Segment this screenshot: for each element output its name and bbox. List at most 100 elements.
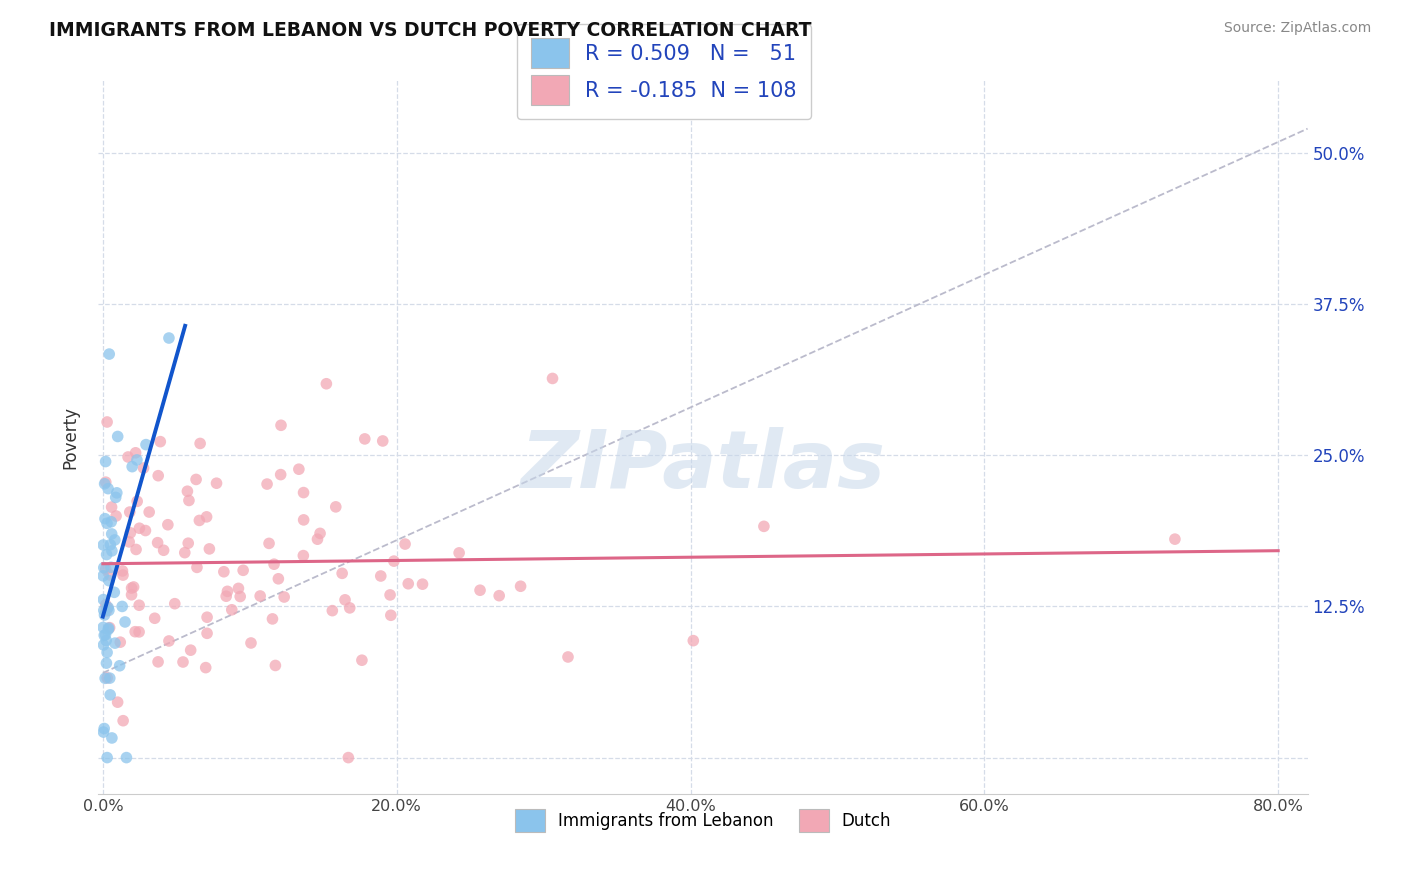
Point: [394, 537, 416, 551]
Point: [288, 462, 311, 476]
Point: [125, 542, 148, 557]
Point: [370, 569, 392, 583]
Point: [188, 436, 211, 450]
Point: [135, 437, 157, 451]
Point: [240, 636, 263, 650]
Point: [333, 592, 356, 607]
Point: [264, 658, 287, 673]
Point: [103, 585, 125, 599]
Point: [94, 598, 117, 612]
Point: [94, 562, 117, 576]
Point: [107, 429, 129, 443]
Point: [112, 714, 135, 728]
Point: [146, 655, 169, 669]
Point: [449, 546, 471, 560]
Point: [121, 459, 143, 474]
Point: [91, 620, 114, 634]
Point: [152, 543, 174, 558]
Point: [96, 604, 118, 618]
Point: [752, 519, 775, 533]
Point: [228, 582, 250, 596]
Point: [146, 535, 169, 549]
Point: [100, 515, 122, 529]
Point: [156, 517, 179, 532]
Point: [157, 634, 180, 648]
Point: [195, 509, 218, 524]
Point: [121, 581, 143, 595]
Point: [232, 563, 254, 577]
Point: [91, 538, 114, 552]
Point: [292, 549, 315, 563]
Point: [138, 505, 160, 519]
Point: [267, 572, 290, 586]
Point: [110, 635, 132, 649]
Point: [292, 513, 315, 527]
Point: [98, 671, 121, 685]
Point: [186, 560, 208, 574]
Point: [100, 527, 122, 541]
Point: [256, 477, 278, 491]
Point: [262, 612, 284, 626]
Point: [93, 560, 115, 574]
Point: [125, 453, 148, 467]
Point: [93, 592, 115, 607]
Point: [93, 603, 115, 617]
Point: [93, 476, 115, 491]
Point: [93, 638, 115, 652]
Point: [124, 624, 146, 639]
Text: IMMIGRANTS FROM LEBANON VS DUTCH POVERTY CORRELATION CHART: IMMIGRANTS FROM LEBANON VS DUTCH POVERTY…: [49, 21, 811, 39]
Point: [94, 671, 117, 685]
Point: [96, 548, 118, 562]
Point: [273, 590, 295, 604]
Point: [111, 568, 134, 582]
Text: Source: ZipAtlas.com: Source: ZipAtlas.com: [1223, 21, 1371, 35]
Point: [263, 558, 285, 572]
Point: [98, 568, 121, 582]
Point: [321, 604, 343, 618]
Text: ZIPatlas: ZIPatlas: [520, 426, 886, 505]
Point: [96, 750, 118, 764]
Point: [350, 653, 373, 667]
Point: [124, 446, 146, 460]
Point: [93, 722, 115, 736]
Point: [195, 626, 218, 640]
Point: [188, 513, 211, 527]
Point: [98, 688, 121, 702]
Point: [128, 521, 150, 535]
Point: [229, 590, 252, 604]
Point: [1164, 532, 1187, 546]
Point: [132, 461, 155, 475]
Point: [270, 467, 292, 482]
Point: [115, 750, 138, 764]
Point: [97, 603, 120, 617]
Point: [97, 574, 120, 588]
Point: [212, 565, 235, 579]
Point: [309, 526, 332, 541]
Point: [371, 434, 394, 448]
Point: [180, 643, 202, 657]
Point: [378, 588, 401, 602]
Point: [325, 500, 347, 514]
Point: [177, 493, 200, 508]
Point: [104, 636, 127, 650]
Point: [111, 599, 134, 614]
Point: [100, 560, 122, 574]
Point: [217, 584, 239, 599]
Point: [163, 597, 186, 611]
Point: [97, 621, 120, 635]
Point: [396, 576, 419, 591]
Point: [215, 589, 238, 603]
Point: [98, 621, 121, 635]
Point: [118, 535, 141, 549]
Point: [315, 376, 337, 391]
Point: [380, 608, 402, 623]
Point: [195, 610, 218, 624]
Point: [104, 533, 127, 547]
Point: [249, 589, 271, 603]
Point: [339, 600, 361, 615]
Point: [330, 566, 353, 581]
Point: [382, 554, 405, 568]
Point: [122, 580, 145, 594]
Point: [509, 579, 531, 593]
Point: [337, 750, 360, 764]
